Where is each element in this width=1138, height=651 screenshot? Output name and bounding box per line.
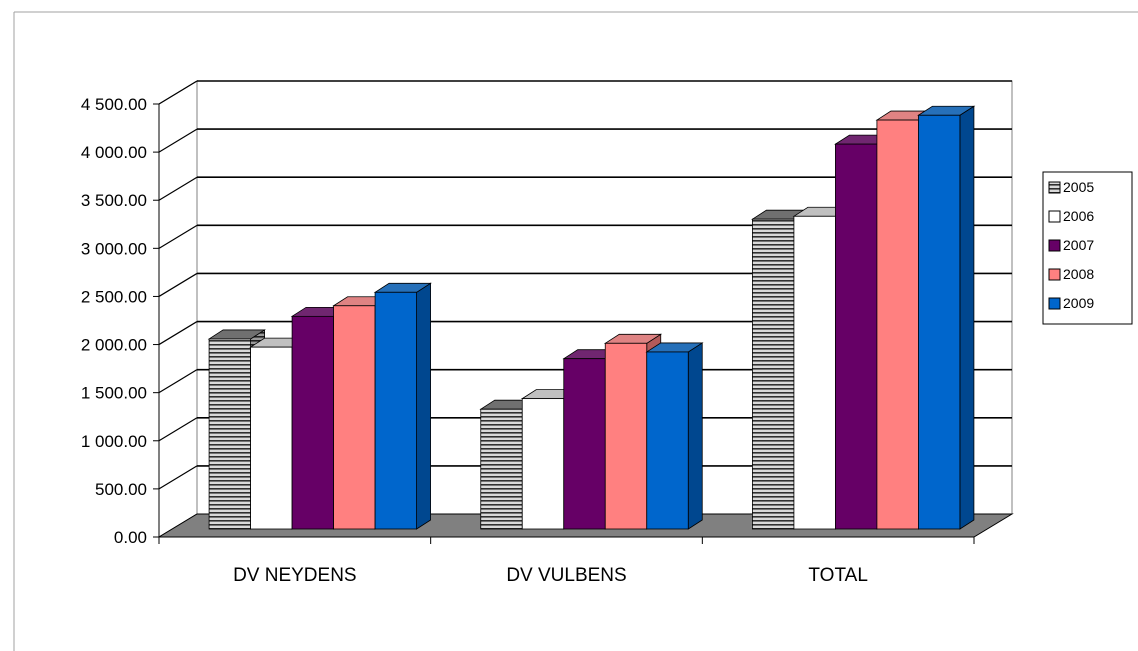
legend-swatch [1048,268,1061,281]
legend-swatch [1048,239,1061,252]
y-tick-label: 4 000.00 [81,143,147,162]
bar [374,291,417,530]
legend-swatch [1048,297,1061,310]
y-tick-label: 1 500.00 [81,384,147,403]
bar [604,342,648,530]
y-tick-label: 4 500.00 [81,95,147,114]
legend-label: 2005 [1063,179,1094,195]
gridline-side [158,465,198,490]
bar [208,338,251,530]
bar [521,398,565,530]
x-category-label: TOTAL [808,565,867,586]
legend-label: 2008 [1063,266,1094,282]
bar [291,315,334,530]
y-tick-label: 3 500.00 [81,191,147,210]
bar-side [416,282,431,530]
legend-swatch [1048,210,1061,223]
y-tick-label: 2 000.00 [81,336,147,355]
legend-label: 2006 [1063,208,1094,224]
gridline-side [158,80,198,105]
gridline-side [158,321,198,346]
gridline-side [158,176,198,201]
bar [835,143,878,530]
bar [793,215,836,530]
bar [876,119,919,530]
bar [563,358,606,530]
gridline-side [158,128,198,153]
bar-side [959,105,975,530]
gridline-side [158,417,198,442]
y-tick-label: 0.00 [114,528,147,547]
legend-swatch [1048,181,1061,194]
bar [646,351,689,530]
x-category-label: DV NEYDENS [233,565,357,586]
bar [918,114,961,530]
y-tick-label: 3 000.00 [81,239,147,258]
gridline-side [158,224,198,249]
y-tick-label: 2 500.00 [81,287,147,306]
gridline-side [158,369,198,394]
x-category-label: DV VULBENS [506,565,626,586]
bar [333,305,376,530]
y-tick-label: 500.00 [95,480,147,499]
y-tick-label: 1 000.00 [81,432,147,451]
plot-area: 0.00 500.00 1 000.00 1 500.00 2 000.00 2 500.… [81,80,1014,586]
bar [752,218,795,530]
bar [480,408,523,530]
legend: 2005 2006 2007 2008 2009 [1042,171,1133,325]
bar-side [687,342,703,530]
legend-label: 2009 [1063,295,1094,311]
gridline-side [158,272,198,297]
legend-label: 2007 [1063,237,1094,253]
bar [250,346,293,530]
side-wall [158,80,198,538]
